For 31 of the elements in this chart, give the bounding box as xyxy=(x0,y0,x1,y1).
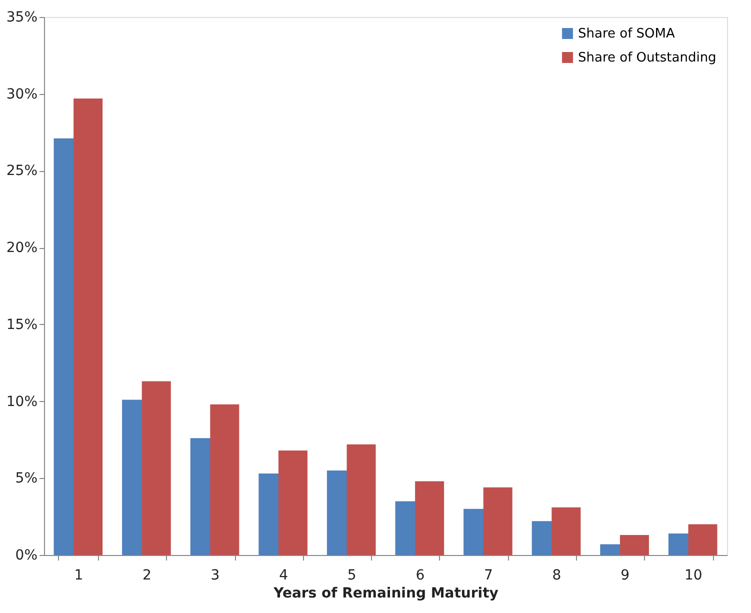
x-tick-label: 2 xyxy=(142,568,152,584)
x-tick-label: 6 xyxy=(416,568,425,584)
x-axis-title: Years of Remaining Maturity xyxy=(272,586,498,602)
y-tick-label: 35% xyxy=(6,10,38,26)
bar xyxy=(278,450,308,555)
y-tick-label: 20% xyxy=(6,240,38,256)
x-tick-label: 8 xyxy=(552,568,562,584)
y-tick-label: 0% xyxy=(15,548,38,564)
x-tick-label: 9 xyxy=(620,568,630,584)
bar xyxy=(688,524,718,555)
x-tick-label: 10 xyxy=(684,568,702,584)
bar xyxy=(415,481,444,555)
y-tick-label: 15% xyxy=(6,316,38,333)
legend-label: Share of Outstanding xyxy=(578,50,716,66)
x-tick-label: 3 xyxy=(210,568,220,584)
bar xyxy=(142,381,171,555)
bar xyxy=(620,535,649,555)
x-tick-label: 4 xyxy=(279,568,288,584)
y-tick-label: 30% xyxy=(6,86,38,102)
x-tick-label: 5 xyxy=(347,568,356,584)
y-tick-label: 25% xyxy=(6,163,38,180)
bar xyxy=(74,98,103,555)
bar xyxy=(346,444,376,555)
bar xyxy=(483,487,512,555)
bar xyxy=(210,404,240,555)
x-tick-label: 7 xyxy=(484,568,493,584)
y-tick-label: 5% xyxy=(15,470,38,487)
y-tick-label: 10% xyxy=(6,394,38,410)
legend-label: Share of SOMA xyxy=(578,26,676,42)
x-tick-label: 1 xyxy=(74,568,84,584)
bar xyxy=(552,507,581,555)
